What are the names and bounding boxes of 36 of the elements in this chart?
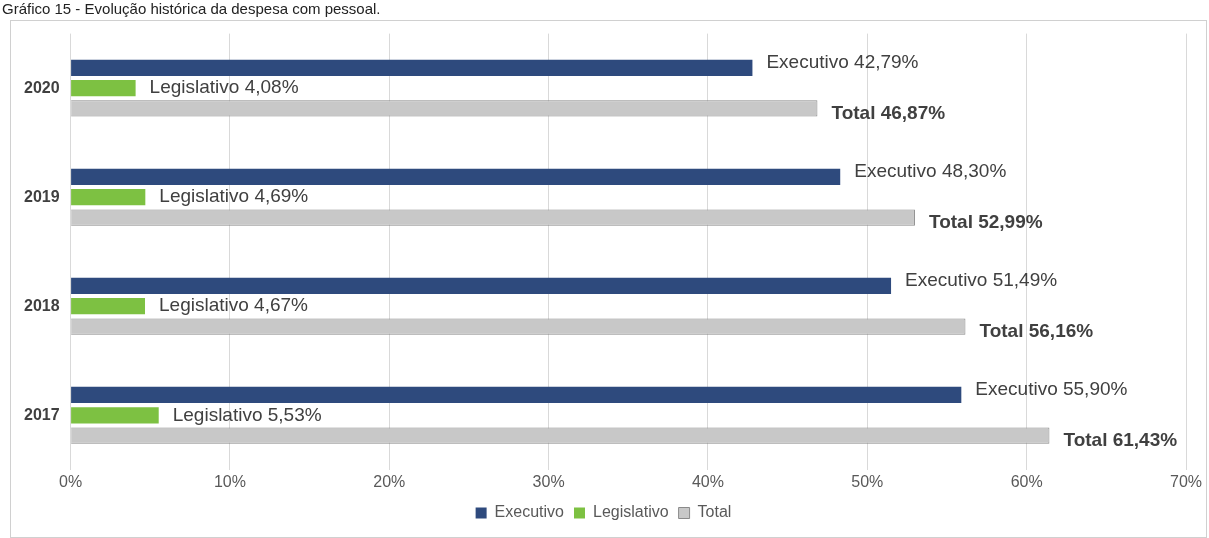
bar: [71, 407, 159, 424]
data-label: Executivo 42,79%: [766, 51, 919, 72]
data-label: Legislativo 5,53%: [172, 403, 322, 425]
x-tick-label: 60%: [1010, 472, 1043, 490]
data-label: Legislativo 4,08%: [149, 76, 299, 98]
bar: [71, 298, 146, 315]
data-label: Executivo 48,30%: [854, 160, 1007, 182]
data-label: Total 56,16%: [979, 319, 1094, 341]
x-tick-label: 50%: [851, 472, 884, 490]
y-tick-label: 2017: [24, 405, 60, 423]
data-label: Total 61,43%: [1063, 428, 1178, 450]
bar: [71, 277, 892, 295]
bar: [71, 189, 146, 206]
y-tick-label: 2018: [24, 296, 60, 314]
bar: [71, 168, 841, 185]
legend-label: Legislativo: [592, 503, 669, 521]
y-tick-label: 2019: [24, 187, 60, 205]
x-tick-label: 30%: [532, 472, 565, 490]
data-label: Total 46,87%: [831, 101, 946, 123]
x-tick-label: 70%: [1169, 472, 1203, 490]
data-label: Legislativo 4,67%: [159, 294, 309, 316]
data-label: Executivo 51,49%: [905, 269, 1058, 291]
data-label: Total 52,99%: [928, 210, 1043, 232]
chart-title: Gráfico 15 - Evolução histórica da despesa com pessoal.: [2, 0, 381, 17]
x-tick-label: 0%: [59, 472, 83, 490]
bar: [71, 386, 962, 404]
x-tick-label: 10%: [213, 472, 246, 490]
y-tick-label: 2020: [24, 78, 60, 96]
data-label: Executivo 55,90%: [975, 378, 1128, 400]
bar: [71, 79, 136, 97]
x-tick-label: 40%: [691, 472, 724, 490]
x-tick-label: 20%: [373, 472, 406, 490]
legend-label: Executivo: [494, 503, 565, 521]
legend-label: Total: [697, 503, 732, 521]
bar: [71, 59, 753, 76]
data-label: Legislativo 4,69%: [159, 185, 309, 207]
